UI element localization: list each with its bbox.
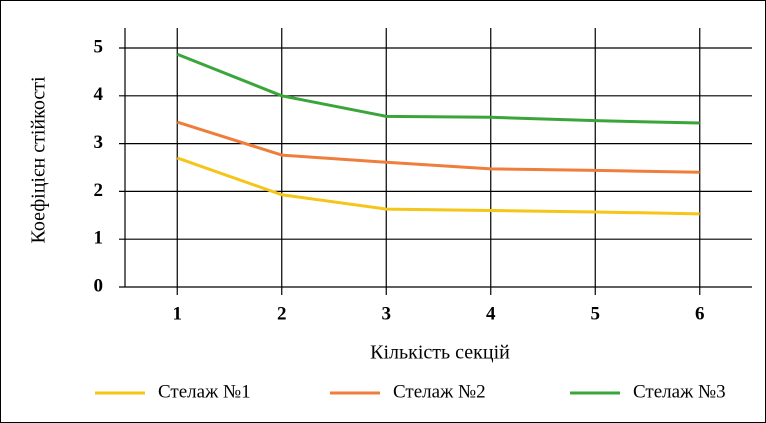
- x-tick-label: 3: [382, 303, 392, 324]
- x-tick-label: 2: [277, 303, 287, 324]
- x-tick-label: 5: [591, 303, 601, 324]
- y-tick-label: 0: [94, 275, 104, 296]
- x-tick-label: 6: [695, 303, 705, 324]
- series-line: [176, 120, 700, 174]
- x-tick-label: 1: [173, 303, 183, 324]
- legend-label: Стелаж №1: [158, 381, 251, 402]
- y-tick-label: 5: [94, 36, 104, 57]
- x-axis-label: Кількість секцій: [370, 342, 510, 364]
- y-tick-label: 4: [94, 84, 104, 105]
- y-tick-label: 3: [94, 132, 104, 153]
- series-line: [176, 156, 700, 216]
- legend-label: Стелаж №3: [633, 381, 726, 402]
- series-line: [176, 52, 700, 125]
- y-axis-label: Коефіцієн стійкості: [28, 76, 50, 243]
- y-tick-label: 2: [94, 180, 104, 201]
- legend-label: Стелаж №2: [393, 381, 486, 402]
- x-tick-label: 4: [486, 303, 496, 324]
- y-tick-label: 1: [94, 228, 104, 249]
